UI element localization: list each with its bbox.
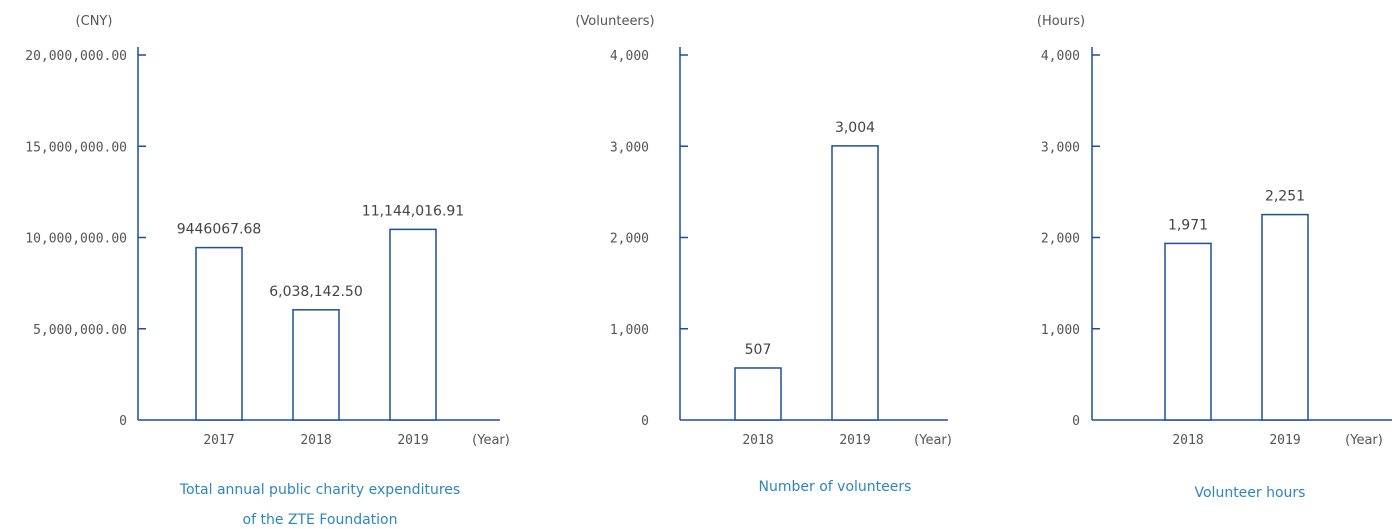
chart3-title: Volunteer hours — [1195, 485, 1306, 501]
chart1-ytick-label: 5,000,000.00 — [33, 323, 127, 338]
chart1-ytick-label: 15,000,000.00 — [25, 140, 127, 155]
chart1-ytick-label: 20,000,000.00 — [25, 49, 127, 64]
chart1-value-label: 11,144,016.91 — [362, 203, 464, 219]
volunteer-hours-chart: (Hours) 0 1,000 2,000 3,000 4,000 1,971 2018 2,2… — [1037, 14, 1392, 501]
chart2-ytick-label: 3,000 — [610, 140, 649, 155]
chart3-ytick-label: 1,000 — [1041, 323, 1080, 338]
chart1-title: of the ZTE Foundation — [243, 512, 398, 528]
chart2-ytick-label: 1,000 — [610, 323, 649, 338]
chart3-value-label: 2,251 — [1265, 189, 1305, 205]
chart3-bar-2018 — [1164, 242, 1212, 421]
chart1-title: Total annual public charity expenditures — [179, 482, 460, 498]
chart1-value-label: 6,038,142.50 — [269, 284, 363, 300]
volunteers-chart: (Volunteers) 0 1,000 2,000 3,000 4,000 507 2018… — [575, 14, 951, 495]
chart1-bar-2019 — [389, 228, 437, 421]
chart1-ylabel: (CNY) — [76, 14, 113, 29]
expenditure-chart: (CNY) 0 5,000,000.00 10,000,000.00 15,000,00… — [25, 14, 510, 528]
chart2-bar-2019 — [831, 145, 879, 421]
chart1-category-label: 2018 — [300, 433, 331, 448]
chart1-bar-2017 — [195, 246, 243, 421]
chart2-ytick-label: 4,000 — [610, 49, 649, 64]
chart2-value-label: 507 — [745, 342, 772, 358]
chart3-category-label: 2018 — [1172, 433, 1203, 448]
chart3-ytick-label: 4,000 — [1041, 49, 1080, 64]
chart1-value-label: 9446067.68 — [177, 222, 262, 238]
chart3-ytick-label: 3,000 — [1041, 140, 1080, 155]
chart1-bar-2018 — [292, 309, 340, 421]
chart3-ylabel: (Hours) — [1037, 14, 1085, 29]
chart1-category-label: 2019 — [397, 433, 428, 448]
chart2-value-label: 3,004 — [835, 120, 875, 136]
chart1-xlabel: (Year) — [472, 433, 510, 448]
chart2-xlabel: (Year) — [914, 433, 952, 448]
chart2-title: Number of volunteers — [759, 479, 912, 495]
chart1-category-label: 2017 — [203, 433, 234, 448]
chart3-category-label: 2019 — [1269, 433, 1300, 448]
chart3-ytick-label: 2,000 — [1041, 232, 1080, 247]
chart2-bar-2018 — [734, 367, 782, 421]
chart2-category-label: 2018 — [742, 433, 773, 448]
chart2-ytick-label: 2,000 — [610, 232, 649, 247]
chart3-bar-2019 — [1261, 213, 1309, 421]
chart1-ytick-label: 0 — [119, 414, 127, 429]
chart1-ytick-label: 10,000,000.00 — [25, 232, 127, 247]
chart3-value-label: 1,971 — [1168, 217, 1208, 233]
chart2-ylabel: (Volunteers) — [575, 14, 654, 29]
chart2-category-label: 2019 — [839, 433, 870, 448]
chart3-ytick-label: 0 — [1072, 414, 1080, 429]
chart2-ytick-label: 0 — [641, 414, 649, 429]
chart3-xlabel: (Year) — [1345, 433, 1383, 448]
